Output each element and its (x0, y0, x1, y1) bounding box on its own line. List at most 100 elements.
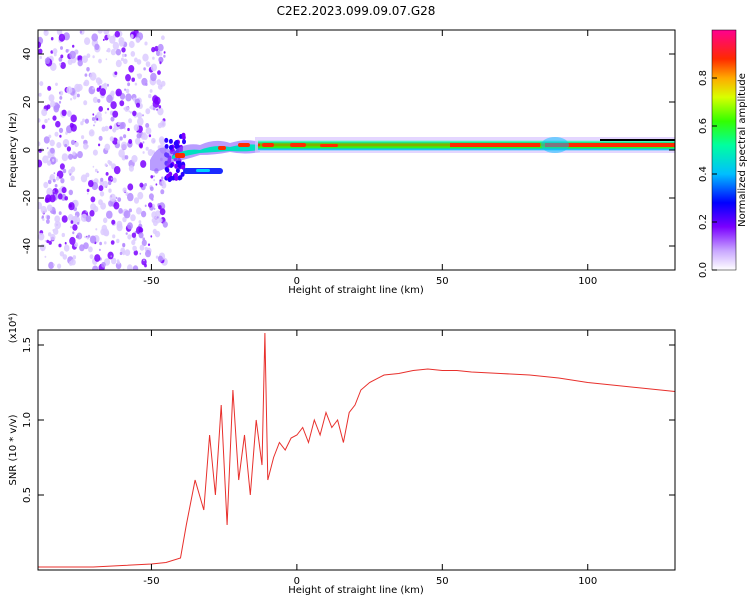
noise-blob (128, 208, 132, 213)
noise-blob (38, 41, 42, 49)
noise-blob (58, 211, 62, 216)
noise-blob (133, 250, 138, 256)
noise-blob (60, 46, 63, 50)
noise-blob (66, 146, 71, 152)
noise-blob (168, 138, 173, 144)
noise-blob (116, 259, 120, 263)
noise-blob (43, 136, 50, 144)
noise-blob (106, 49, 108, 53)
noise-blob (97, 98, 101, 103)
noise-blob (50, 37, 54, 41)
noise-blob (182, 139, 186, 145)
noise-blob (69, 173, 72, 176)
noise-blob (70, 97, 73, 101)
noise-blob (143, 67, 146, 71)
noise-blob (38, 48, 43, 54)
noise-blob (161, 35, 165, 40)
noise-blob (86, 53, 91, 58)
noise-blob (56, 30, 63, 36)
noise-blob (127, 222, 133, 230)
noise-blob (116, 238, 120, 244)
noise-blob (83, 81, 87, 86)
y-tick-label: 20 (22, 96, 33, 109)
colorbar-frame (711, 29, 737, 271)
noise-blob (155, 255, 159, 259)
noise-blob (150, 235, 153, 238)
noise-blob (68, 169, 73, 175)
noise-blob (119, 251, 123, 256)
colorbar-ticks: 0.0 0.2 0.4 0.6 0.8 (698, 70, 717, 278)
noise-blob (91, 33, 98, 42)
noise-blob (39, 55, 42, 60)
noise-blob (59, 163, 65, 170)
noise-blob (80, 174, 88, 183)
noise-blob (150, 72, 157, 82)
noise-blob (131, 232, 137, 238)
noise-blob (106, 83, 109, 87)
noise-blob (128, 139, 133, 144)
x-tick-label: -50 (143, 276, 159, 287)
noise-blob (38, 201, 43, 210)
noise-blob (44, 118, 48, 124)
noise-blob (112, 129, 114, 132)
noise-blob (101, 126, 106, 132)
noise-blob (66, 86, 73, 94)
noise-blob (46, 219, 50, 224)
noise-blob (181, 164, 186, 170)
noise-blob (57, 263, 62, 269)
noise-blob (123, 58, 128, 65)
noise-blob (74, 141, 79, 148)
noise-blob (110, 255, 113, 258)
noise-blob (139, 143, 143, 149)
noise-blob (70, 175, 75, 181)
noise-blob (87, 234, 91, 238)
noise-blob (145, 61, 151, 67)
noise-blob (113, 166, 121, 175)
noise-blob (70, 225, 72, 229)
noise-blob (148, 93, 152, 99)
noise-blob (72, 44, 75, 48)
noise-blob (100, 202, 106, 210)
noise-blob (107, 107, 110, 111)
noise-blob (61, 109, 67, 117)
noise-blob (86, 188, 90, 193)
noise-blob (105, 58, 108, 61)
spectrogram-panel: -50 0 50 100 -40 -20 0 20 40 Height of straight … (8, 29, 676, 296)
noise-blob (132, 245, 137, 252)
noise-blob (89, 132, 92, 135)
noise-blob (157, 70, 161, 75)
noise-blob (103, 82, 107, 87)
noise-blob (112, 110, 119, 118)
noise-blob (135, 102, 141, 108)
noise-blob (41, 124, 46, 130)
noise-blob (70, 139, 76, 146)
noise-blob (54, 220, 61, 230)
noise-blob (50, 147, 55, 154)
noise-blob (49, 176, 53, 181)
noise-blob (92, 96, 98, 103)
noise-blob (118, 40, 125, 47)
x-tick-label: 100 (578, 576, 597, 587)
noise-blob (46, 147, 49, 150)
noise-blob (52, 158, 55, 162)
noise-blob (104, 143, 111, 151)
noise-blob (54, 189, 57, 193)
noise-blob (44, 255, 47, 258)
noise-blob (144, 204, 147, 208)
noise-blob (77, 221, 80, 225)
noise-blob (108, 188, 112, 193)
noise-blob (52, 115, 57, 121)
noise-blob (47, 151, 51, 155)
noise-blob (77, 151, 83, 159)
noise-blob (48, 240, 52, 245)
noise-blob (52, 263, 55, 267)
noise-blob (69, 236, 76, 245)
noise-blob (130, 214, 136, 222)
noise-blob (169, 175, 174, 181)
noise-blob (109, 136, 114, 142)
noise-blob (159, 179, 162, 182)
noise-blob (77, 59, 83, 67)
noise-blob (149, 89, 153, 93)
noise-blob (67, 111, 72, 117)
noise-blob (124, 249, 131, 256)
